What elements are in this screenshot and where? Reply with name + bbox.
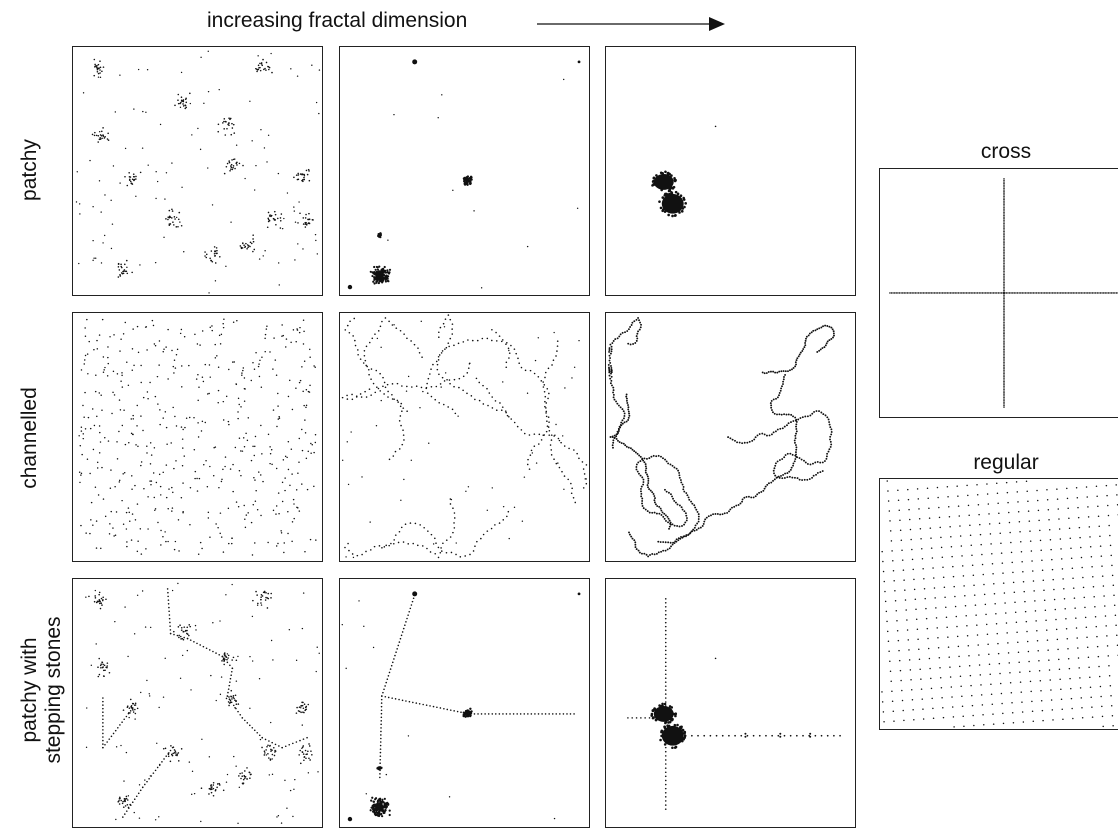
panel-patchy-low-pattern xyxy=(75,50,321,294)
regular-title: regular xyxy=(973,451,1039,474)
arrow-right-icon xyxy=(537,17,725,31)
panel-patchy-high-pattern xyxy=(651,125,717,218)
panel-cross xyxy=(879,168,1118,418)
panel-channelled-mid xyxy=(339,312,590,562)
panel-regular xyxy=(879,478,1118,730)
panel-stepping-mid-pattern xyxy=(341,591,581,822)
panel-stepping-high-pattern xyxy=(627,598,841,810)
panel-channelled-low xyxy=(72,312,323,562)
panel-patchy-mid-pattern xyxy=(347,59,581,290)
cross-title: cross xyxy=(980,140,1032,163)
panel-channelled-high xyxy=(605,312,856,562)
panel-channelled-high-pattern xyxy=(607,317,835,558)
panel-stepping-low-pattern xyxy=(85,582,320,825)
panel-patchy-low xyxy=(72,46,323,296)
panel-patchy-mid xyxy=(339,46,590,296)
panel-stepping-mid xyxy=(339,578,590,828)
panel-patchy-high xyxy=(605,46,856,296)
panel-channelled-mid-pattern xyxy=(341,314,588,559)
row-label-patchy-stepping-stones: patchy with stepping stones xyxy=(18,616,65,764)
panel-channelled-low-pattern xyxy=(78,318,317,556)
row-label-channelled: channelled xyxy=(18,387,41,489)
header-title: increasing fractal dimension xyxy=(207,9,468,32)
panel-regular-pattern xyxy=(881,480,1118,728)
panel-stepping-high xyxy=(605,578,856,828)
row-label-patchy: patchy xyxy=(18,139,41,201)
panel-stepping-low xyxy=(72,578,323,828)
panel-cross-pattern xyxy=(889,178,1118,408)
